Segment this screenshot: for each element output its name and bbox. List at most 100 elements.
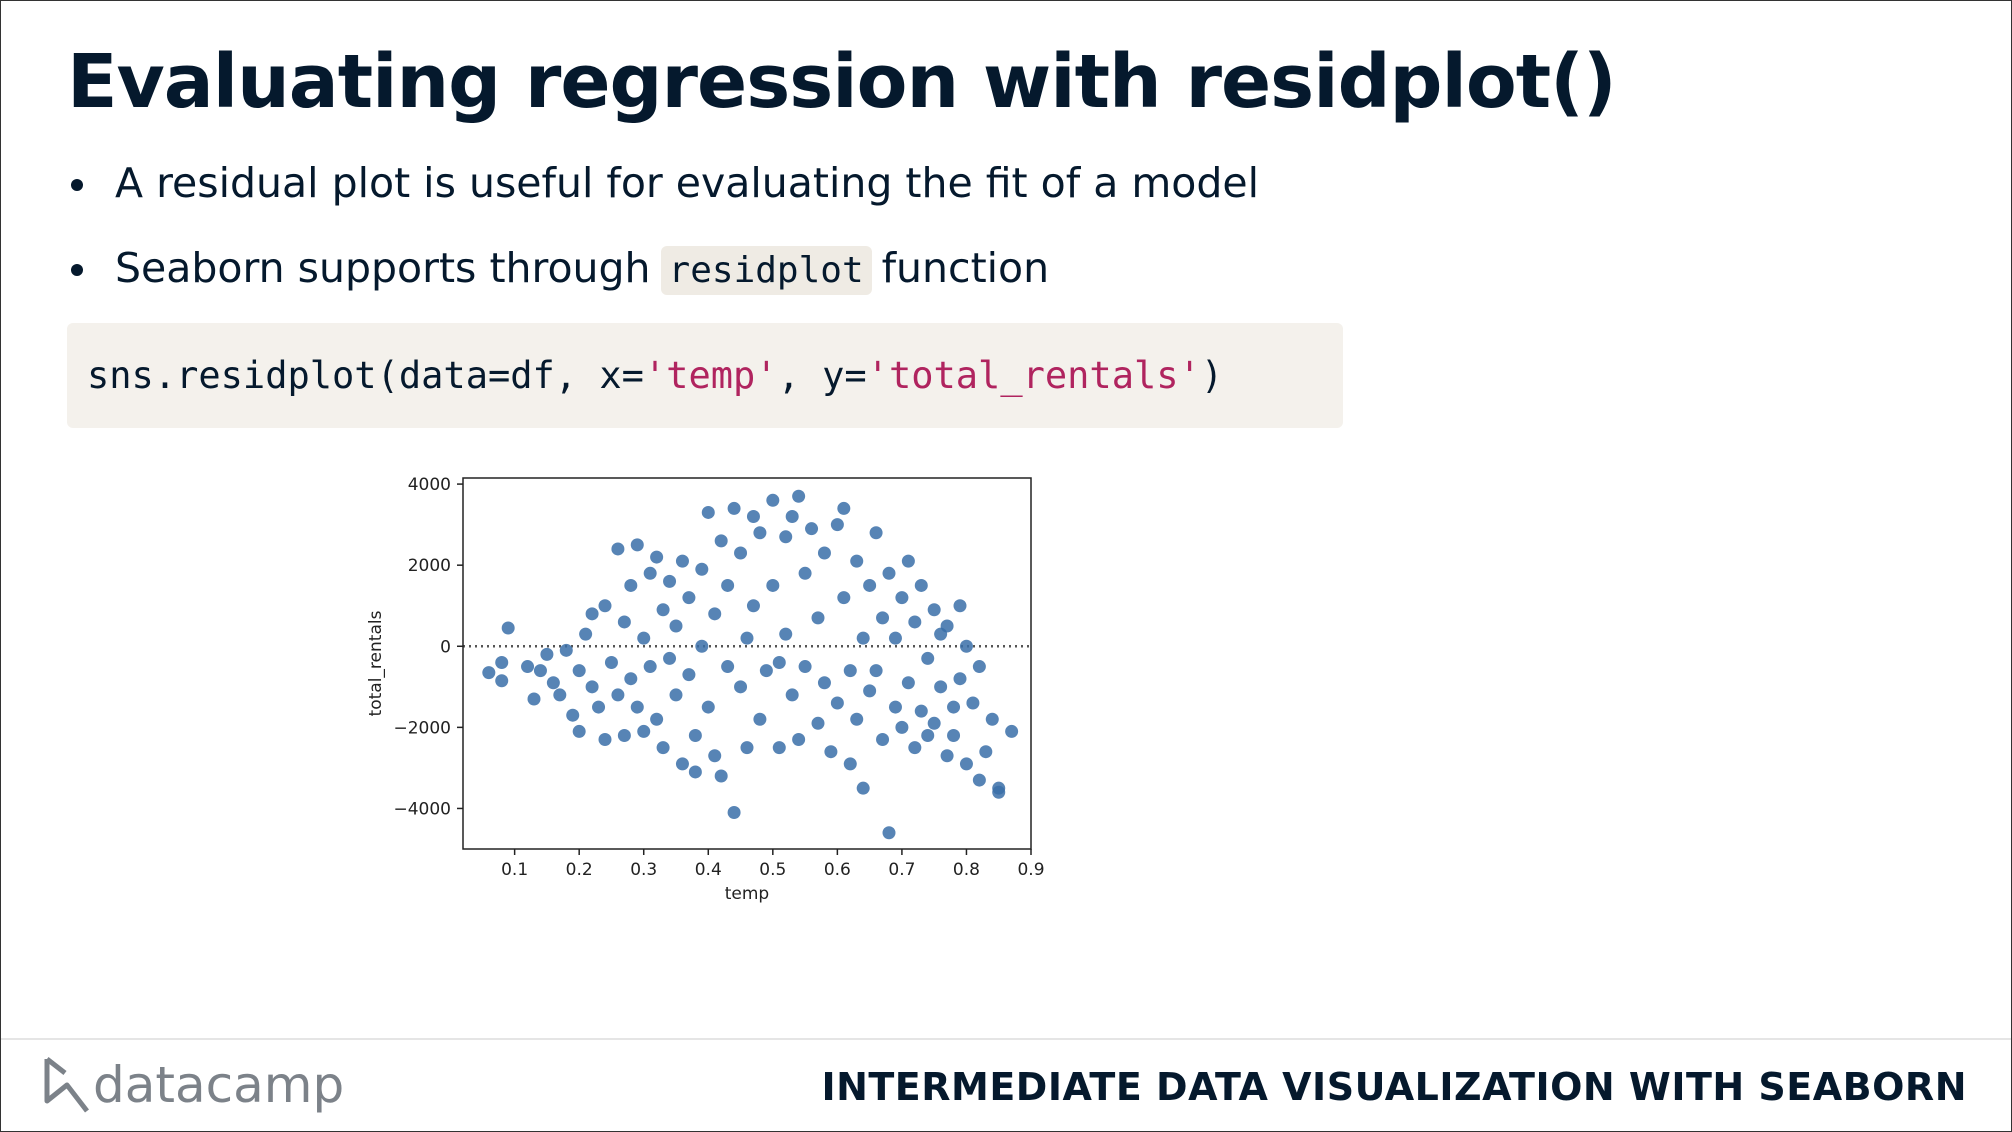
point: [966, 696, 980, 710]
point: [837, 501, 851, 515]
point: [979, 745, 993, 759]
point: [546, 676, 560, 690]
point: [927, 603, 941, 617]
point: [630, 538, 644, 552]
point: [650, 712, 664, 726]
point: [779, 530, 793, 544]
point: [901, 554, 915, 568]
point: [572, 664, 586, 678]
point: [688, 765, 702, 779]
point: [869, 664, 883, 678]
inline-code: residplot: [660, 246, 872, 295]
bullet-text: function: [881, 244, 1050, 292]
point: [766, 578, 780, 592]
x-tick-label: 0.5: [759, 860, 786, 880]
x-tick-label: 0.2: [566, 860, 593, 880]
y-axis-label: total_rentals: [366, 610, 386, 716]
point: [921, 728, 935, 742]
point: [772, 655, 786, 669]
plot-frame: [462, 477, 1032, 850]
point: [811, 716, 825, 730]
point: [779, 627, 793, 641]
point: [908, 741, 922, 755]
point: [708, 749, 722, 763]
point: [811, 611, 825, 625]
point: [656, 741, 670, 755]
point: [527, 692, 541, 706]
point: [843, 664, 857, 678]
point: [533, 664, 547, 678]
point: [734, 680, 748, 694]
point: [882, 566, 896, 580]
point: [817, 676, 831, 690]
x-tick-label: 0.3: [630, 860, 657, 880]
point: [766, 493, 780, 507]
point: [850, 712, 864, 726]
point: [604, 655, 618, 669]
point: [882, 826, 896, 840]
point: [895, 591, 909, 605]
point: [695, 562, 709, 576]
point: [540, 647, 554, 661]
point: [727, 806, 741, 820]
point: [740, 741, 754, 755]
point: [914, 704, 928, 718]
y-tick-label: −4000: [393, 799, 451, 819]
point: [772, 741, 786, 755]
point: [624, 578, 638, 592]
point: [824, 745, 838, 759]
point: [856, 781, 870, 795]
point: [630, 700, 644, 714]
point: [850, 554, 864, 568]
logo-icon: [44, 1057, 89, 1113]
point: [746, 510, 760, 524]
point: [585, 607, 599, 621]
point: [656, 603, 670, 617]
point: [572, 724, 586, 738]
point: [611, 688, 625, 702]
x-tick-label: 0.8: [953, 860, 980, 880]
point: [805, 522, 819, 536]
point: [598, 733, 612, 747]
bullet-list: A residual plot is useful for evaluating…: [67, 153, 1259, 323]
bullet-text: Seaborn supports through: [115, 244, 651, 292]
point: [663, 574, 677, 588]
chart: 0.1 0.2 0.3 0.4 0.5 0.6 0.7 0.8 0.9 −4000 −2000 0 20…: [366, 475, 1045, 904]
x-axis-label: temp: [725, 884, 769, 904]
point: [611, 542, 625, 556]
point: [876, 733, 890, 747]
y-tick-label: 0: [440, 637, 451, 657]
point: [521, 660, 535, 674]
point: [863, 578, 877, 592]
point: [895, 720, 909, 734]
point: [992, 785, 1006, 799]
point: [888, 631, 902, 645]
point: [482, 666, 496, 680]
point: [553, 688, 567, 702]
point: [830, 696, 844, 710]
code-block: sns.residplot(data=df, x='temp', y='tota…: [67, 323, 1343, 428]
point: [682, 668, 696, 682]
point: [592, 700, 606, 714]
code-text: , y=: [777, 354, 867, 397]
logo-text: datacamp: [93, 1056, 345, 1114]
point: [959, 757, 973, 771]
point: [798, 660, 812, 674]
point: [959, 639, 973, 653]
point: [927, 716, 941, 730]
point: [714, 769, 728, 783]
point: [953, 672, 967, 686]
point: [843, 757, 857, 771]
bullet: Seaborn supports through residplot functio…: [67, 238, 1259, 323]
point: [727, 501, 741, 515]
point: [972, 773, 986, 787]
point: [972, 660, 986, 674]
point: [876, 611, 890, 625]
point: [650, 550, 664, 564]
point: [753, 712, 767, 726]
point: [495, 674, 509, 688]
point: [714, 534, 728, 548]
point: [708, 607, 722, 621]
point: [856, 631, 870, 645]
